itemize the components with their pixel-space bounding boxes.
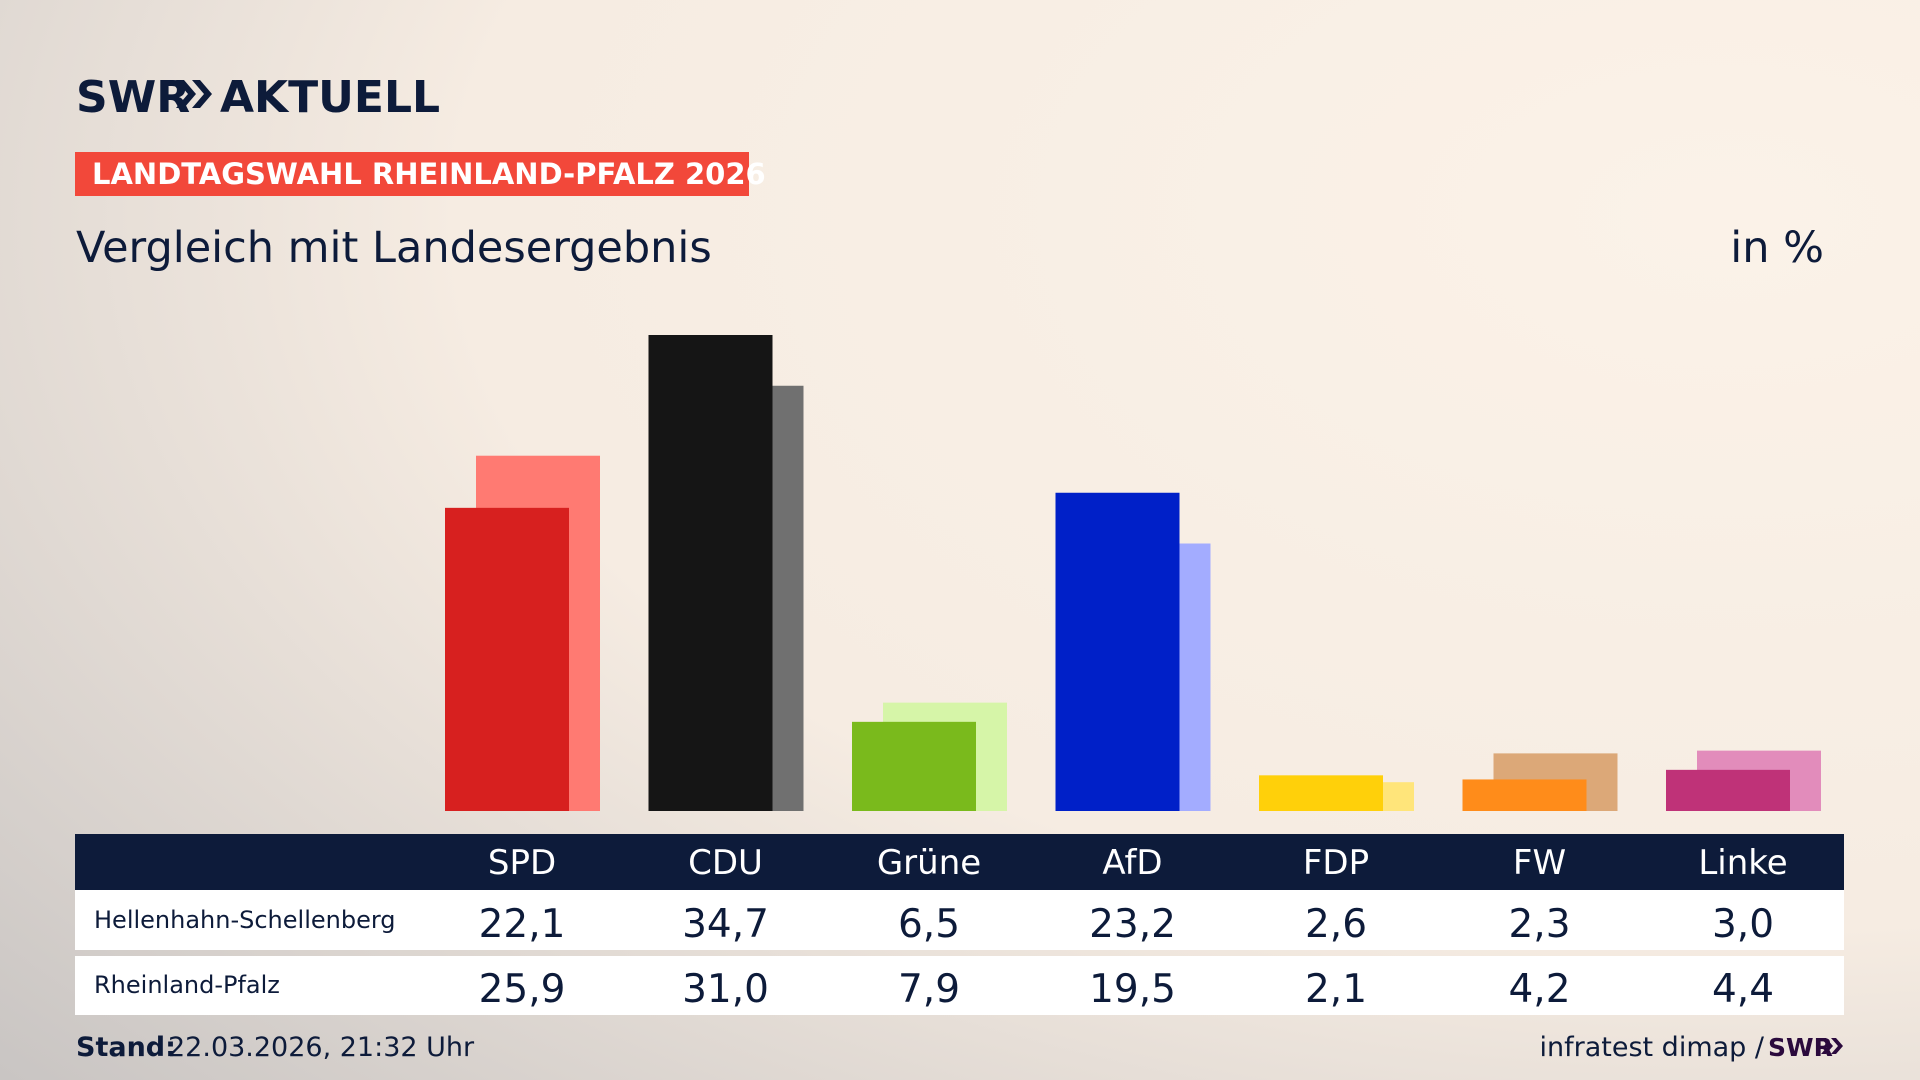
unit: in %	[1730, 223, 1824, 273]
value-label: 6,5	[898, 902, 960, 947]
value-label: 2,1	[1305, 967, 1367, 1012]
source-logo: SWR	[1768, 1033, 1833, 1062]
value-label: 31,0	[682, 967, 769, 1012]
category-label: Linke	[1698, 843, 1787, 883]
tag: LANDTAGSWAHL RHEINLAND-PFALZ 2026	[92, 157, 766, 191]
value-label: 4,2	[1508, 967, 1570, 1012]
value-label: 23,2	[1089, 902, 1176, 947]
tag-box	[75, 152, 749, 196]
value-label: 19,5	[1089, 967, 1176, 1012]
value-label: 2,3	[1508, 902, 1570, 947]
stand: 22.03.2026, 21:32 Uhr	[168, 1032, 475, 1063]
value-label: 25,9	[479, 967, 566, 1012]
category-label: SPD	[488, 843, 556, 883]
bar	[1259, 775, 1383, 811]
bar	[1055, 492, 1180, 811]
table-row	[75, 890, 1844, 950]
chart-title: Vergleich mit Landesergebnis	[76, 223, 712, 273]
table-header	[75, 834, 1844, 890]
value-label: 4,4	[1712, 967, 1774, 1012]
value-label: 34,7	[682, 902, 769, 947]
brand-chevrons	[176, 80, 212, 108]
brand-suffix: AKTUELL	[220, 72, 440, 123]
bar	[1462, 779, 1587, 811]
category-label: CDU	[688, 843, 763, 883]
value-label: 22,1	[479, 902, 566, 947]
category-label: Grüne	[877, 843, 981, 883]
bar	[445, 507, 569, 811]
stand-label: Stand:	[76, 1032, 176, 1063]
source: infratest dimap /	[1539, 1032, 1764, 1063]
source-chevrons	[1821, 1038, 1843, 1054]
category-label: FDP	[1303, 843, 1369, 883]
value-label: 3,0	[1712, 902, 1774, 947]
value-label: 7,9	[898, 967, 960, 1012]
brand: SWR	[76, 72, 190, 123]
category-label: FW	[1513, 843, 1566, 883]
row-label: Rheinland-Pfalz	[94, 971, 280, 999]
category-label: AfD	[1102, 843, 1162, 883]
table-row	[75, 956, 1844, 1015]
row-label: Hellenhahn-Schellenberg	[94, 906, 396, 934]
value-label: 2,6	[1305, 902, 1367, 947]
bar	[1666, 769, 1790, 811]
bar	[852, 721, 976, 811]
bar	[648, 335, 773, 811]
